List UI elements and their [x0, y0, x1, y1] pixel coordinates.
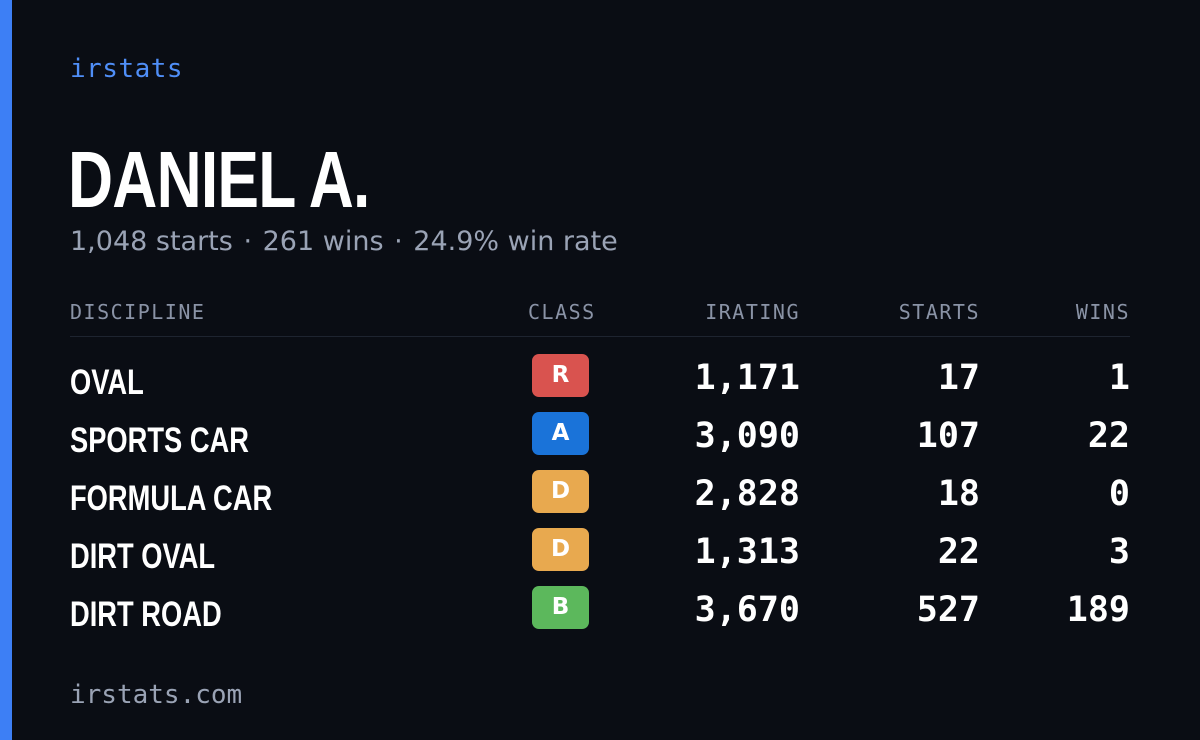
- irating-value: 1,171: [694, 358, 800, 398]
- total-wins: 261 wins: [262, 226, 384, 257]
- class-badge: B: [532, 586, 589, 629]
- class-badge: D: [532, 528, 589, 571]
- header-discipline: DISCIPLINE: [70, 300, 206, 324]
- wins-value: 189: [1066, 590, 1130, 630]
- irating-value: 2,828: [694, 474, 800, 514]
- starts-value: 17: [937, 358, 980, 398]
- footer-url: irstats.com: [70, 680, 243, 710]
- starts-value: 18: [937, 474, 980, 514]
- header-irating: IRATING: [705, 300, 800, 324]
- class-badge: R: [532, 354, 589, 397]
- class-badge: D: [532, 470, 589, 513]
- table-row: DIRT ROAD B 3,670 527 189: [70, 582, 1130, 640]
- table-row: SPORTS CAR A 3,090 107 22: [70, 408, 1130, 466]
- table-row: FORMULA CAR D 2,828 18 0: [70, 466, 1130, 524]
- wins-value: 22: [1087, 416, 1130, 456]
- driver-name: DANIEL A.: [68, 135, 370, 224]
- discipline-name: DIRT ROAD: [70, 595, 222, 634]
- header-wins: WINS: [1075, 300, 1130, 324]
- discipline-name: SPORTS CAR: [70, 421, 249, 460]
- summary-separator: ·: [243, 226, 253, 257]
- discipline-name: OVAL: [70, 363, 144, 402]
- discipline-name: FORMULA CAR: [70, 479, 273, 518]
- irating-value: 3,090: [694, 416, 800, 456]
- stats-table-body: OVAL R 1,171 17 1 SPORTS CAR A 3,090 107…: [70, 350, 1130, 640]
- irating-value: 3,670: [694, 590, 800, 630]
- discipline-name: DIRT OVAL: [70, 537, 216, 576]
- brand-logo: irstats: [70, 54, 184, 84]
- total-starts: 1,048 starts: [70, 226, 233, 257]
- header-starts: STARTS: [898, 300, 980, 324]
- driver-summary: 1,048 starts · 261 wins · 24.9% win rate: [70, 226, 618, 257]
- stats-table-header: DISCIPLINE CLASS IRATING STARTS WINS: [70, 298, 1130, 337]
- win-rate: 24.9% win rate: [413, 226, 618, 257]
- irating-value: 1,313: [694, 532, 800, 572]
- wins-value: 1: [1108, 358, 1130, 398]
- accent-bar: [0, 0, 12, 740]
- table-row: OVAL R 1,171 17 1: [70, 350, 1130, 408]
- wins-value: 3: [1108, 532, 1130, 572]
- class-badge: A: [532, 412, 589, 455]
- summary-separator: ·: [394, 226, 403, 257]
- wins-value: 0: [1108, 474, 1130, 514]
- starts-value: 22: [937, 532, 980, 572]
- starts-value: 527: [916, 590, 980, 630]
- table-row: DIRT OVAL D 1,313 22 3: [70, 524, 1130, 582]
- starts-value: 107: [916, 416, 980, 456]
- header-class: CLASS: [528, 300, 596, 324]
